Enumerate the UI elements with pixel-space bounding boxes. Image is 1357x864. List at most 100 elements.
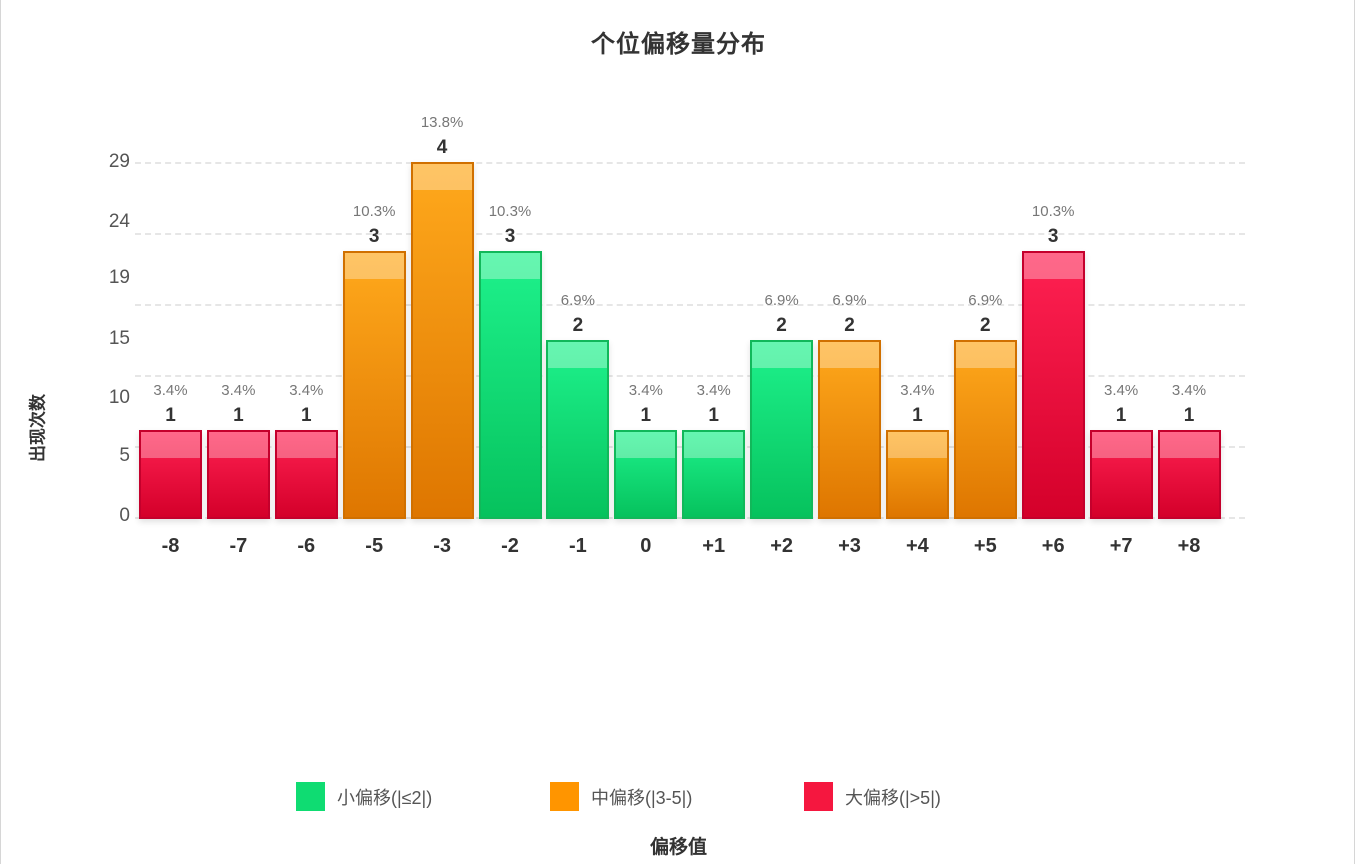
legend: 小偏移(|≤2|) 中偏移(|3-5|) 大偏移(|>5|) [0, 782, 1357, 812]
bar-count-label: 1 [912, 404, 923, 426]
y-tick-label: 24 [108, 211, 130, 232]
bar-percent-label: 3.4% [289, 381, 324, 399]
bar-highlight [820, 342, 879, 369]
x-tick-label: +8 [1177, 535, 1201, 557]
bar-percent-label: 3.4% [628, 381, 663, 399]
bar-percent-label: 6.9% [832, 292, 867, 310]
bar-percent-label: 3.4% [696, 381, 731, 399]
bar-small[interactable] [682, 429, 746, 519]
gridline [135, 162, 1245, 164]
y-axis-label: 出现次数 [28, 394, 49, 462]
bar-small[interactable] [478, 251, 542, 519]
bar-highlight [752, 342, 812, 369]
bar-count-label: 3 [368, 226, 380, 248]
x-tick-label: +5 [973, 535, 997, 557]
bar-percent-label: 10.3% [352, 203, 396, 221]
bar-count-label: 1 [1115, 404, 1127, 426]
x-axis-label: 偏移值 [649, 836, 707, 858]
bar-large[interactable] [274, 429, 338, 519]
gridline [135, 375, 1245, 377]
x-tick-label: +3 [838, 535, 861, 557]
x-tick-label: -2 [501, 535, 519, 557]
bar-large[interactable] [1157, 429, 1221, 519]
bar-small[interactable] [750, 340, 814, 519]
bar-highlight [548, 342, 608, 369]
bar-highlight [276, 431, 336, 458]
x-tick-label: +1 [702, 535, 726, 557]
bar-highlight [616, 431, 676, 458]
legend-label: 中偏移(|3-5|) [591, 787, 693, 808]
x-tick-label: -1 [568, 535, 587, 557]
legend-label: 大偏移(|>5|) [845, 787, 941, 808]
x-tick-label: +2 [770, 535, 793, 557]
bar-count-label: 1 [708, 404, 719, 426]
bar-percent-label: 13.8% [420, 113, 464, 131]
legend-label: 小偏移(|≤2|) [337, 787, 433, 808]
bar-count-label: 1 [233, 404, 244, 426]
bar-percent-label: 3.4% [900, 381, 935, 399]
bar-count-label: 1 [301, 404, 312, 426]
bar-percent-label: 10.3% [1031, 203, 1075, 221]
y-tick-label: 10 [108, 387, 130, 408]
bar-medium[interactable] [818, 340, 881, 519]
bar-count-label: 3 [1047, 226, 1059, 248]
bar-medium[interactable] [953, 340, 1017, 519]
bar-medium[interactable] [410, 161, 474, 519]
bar-small[interactable] [614, 429, 678, 519]
bar-small[interactable] [546, 340, 610, 519]
bar-count-label: 3 [504, 226, 516, 248]
x-tick-label: +7 [1109, 535, 1133, 557]
bar-percent-label: 3.4% [1171, 381, 1207, 399]
bar-highlight [1091, 431, 1151, 458]
bar-count-label: 2 [844, 315, 855, 337]
bar-count-label: 1 [165, 404, 176, 426]
x-tick-label: -3 [433, 535, 451, 557]
legend-item-large[interactable]: 大偏移(|>5|) [804, 782, 941, 811]
bar-count-label: 1 [1183, 404, 1195, 426]
bar-percent-label: 6.9% [968, 292, 1003, 310]
bar-highlight [684, 431, 744, 458]
bar-percent-label: 6.9% [764, 292, 799, 310]
x-tick-label: +6 [1041, 535, 1065, 557]
legend-swatch-small [296, 782, 325, 811]
y-tick-label: 15 [108, 328, 130, 349]
bar-count-label: 4 [436, 136, 448, 158]
bar-large[interactable] [1089, 429, 1153, 519]
gridline [135, 304, 1245, 306]
y-tick-label: 29 [108, 151, 130, 172]
bar-percent-label: 3.4% [153, 381, 188, 399]
bar-percent-label: 3.4% [1103, 381, 1139, 399]
bar-medium[interactable] [885, 429, 949, 519]
x-tick-label: -7 [229, 535, 248, 557]
y-tick-label: 0 [119, 505, 130, 526]
bar-percent-label: 6.9% [560, 292, 595, 310]
bar-percent-label: 10.3% [488, 203, 532, 221]
legend-item-small[interactable]: 小偏移(|≤2|) [296, 782, 432, 811]
bar-highlight [208, 431, 268, 458]
bar-medium[interactable] [342, 251, 406, 519]
legend-swatch-medium [550, 782, 579, 811]
gridline [135, 233, 1245, 235]
x-tick-label: 0 [640, 535, 652, 557]
x-tick-label: -8 [161, 535, 180, 557]
bar-highlight [1159, 431, 1219, 458]
bar-highlight [141, 431, 200, 458]
bar-highlight [955, 342, 1015, 369]
bar-highlight [480, 253, 540, 280]
bar-highlight [344, 253, 404, 280]
bar-large[interactable] [1021, 251, 1085, 519]
bar-large[interactable] [139, 429, 202, 519]
x-tick-label: +4 [905, 535, 929, 557]
chart-title: 个位偏移量分布 [591, 30, 766, 58]
x-tick-label: -5 [365, 535, 384, 557]
legend-swatch-large [804, 782, 833, 811]
legend-item-medium[interactable]: 中偏移(|3-5|) [550, 782, 692, 811]
bar-count-label: 1 [640, 404, 652, 426]
bar-count-label: 2 [572, 315, 584, 337]
y-tick-label: 5 [119, 445, 130, 466]
bar-large[interactable] [206, 429, 270, 519]
bar-highlight [1023, 253, 1083, 280]
bar-highlight [412, 163, 472, 190]
bar-count-label: 2 [776, 315, 787, 337]
